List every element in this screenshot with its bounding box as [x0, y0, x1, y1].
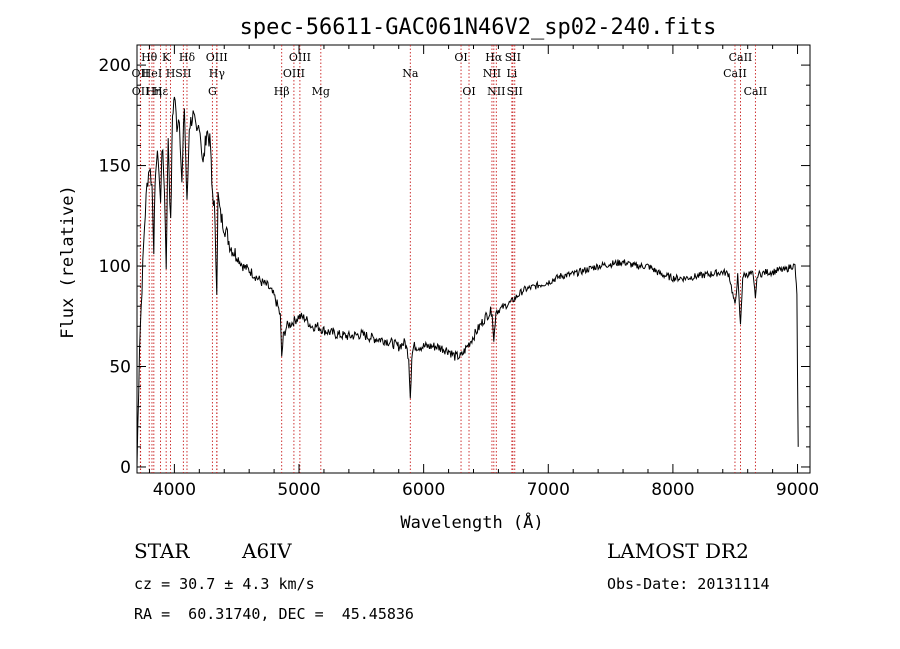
spectral-line-label: G: [208, 85, 217, 98]
y-tick-label: 100: [99, 257, 131, 277]
spectral-line-label: OIII: [289, 51, 311, 64]
x-tick-label: 5000: [277, 480, 320, 500]
x-tick-label: 9000: [776, 480, 819, 500]
spectral-line-label: Mg: [312, 85, 330, 98]
spectrum-line: [136, 96, 799, 468]
spectral-line-label: OIII: [283, 67, 305, 80]
y-tick-label: 200: [99, 56, 131, 76]
spectral-line-label: NII: [487, 85, 505, 98]
spectral-line-label: OII: [132, 67, 150, 80]
spectral-line-label: OII: [132, 85, 150, 98]
spectral-line-label: OIII: [206, 51, 228, 64]
spectral-line-label: H: [166, 67, 176, 80]
chart-title: spec-56611-GAC061N46V2_sp02-240.fits: [240, 15, 717, 40]
obs-date: Obs-Date: 20131114: [607, 575, 770, 593]
x-axis-label: Wavelength (Å): [400, 511, 543, 533]
spectral-line-label: K: [162, 51, 171, 64]
y-tick-label: 150: [99, 157, 131, 177]
spectral-line-label: Hη: [146, 85, 162, 98]
spectral-line-label: Na: [402, 67, 419, 80]
spectral-line-label: Hδ: [179, 51, 196, 64]
x-axis-ticks: 4000 5000 6000 7000 8000 9000: [148, 45, 819, 500]
y-axis-label: Flux (relative): [58, 185, 78, 339]
object-class: STAR: [134, 539, 190, 563]
y-tick-label: 50: [109, 358, 131, 378]
spectral-line-label: HeI: [142, 67, 162, 80]
spectral-line-label: SII: [175, 67, 191, 80]
spectral-line-label: CaII: [729, 51, 753, 64]
object-subclass: A6IV: [242, 539, 292, 563]
coordinates-readout: RA = 60.31740, DEC = 45.45836: [134, 605, 414, 623]
spectral-line-label: Hγ: [209, 67, 226, 80]
spectral-line-label: Hβ: [274, 85, 290, 98]
spectral-line-label: NII: [483, 67, 501, 80]
spectral-line-label: Li: [506, 67, 517, 80]
spectral-line-label: CaII: [744, 85, 768, 98]
spectrum-series: [136, 96, 799, 468]
x-tick-label: 8000: [651, 480, 694, 500]
spectral-line-label: SII: [507, 85, 523, 98]
x-tick-label: 4000: [153, 480, 196, 500]
spectral-line-label: Hε: [153, 85, 169, 98]
y-axis-ticks: 0 50 100 150 200: [99, 56, 810, 478]
spectral-line-label: OI: [462, 85, 475, 98]
spectral-line-label: Hθ: [141, 51, 158, 64]
y-tick-label: 0: [120, 458, 131, 478]
line-markers: [139, 45, 756, 473]
spectral-line-label: CaII: [723, 67, 747, 80]
x-tick-label: 6000: [402, 480, 445, 500]
x-tick-label: 7000: [527, 480, 570, 500]
redshift-readout: cz = 30.7 ± 4.3 km/s: [134, 575, 315, 593]
spectral-line-label: SII: [505, 51, 521, 64]
survey-name: LAMOST DR2: [607, 539, 749, 563]
spectral-line-label: Hα: [485, 51, 503, 64]
spectral-line-label: OI: [454, 51, 467, 64]
